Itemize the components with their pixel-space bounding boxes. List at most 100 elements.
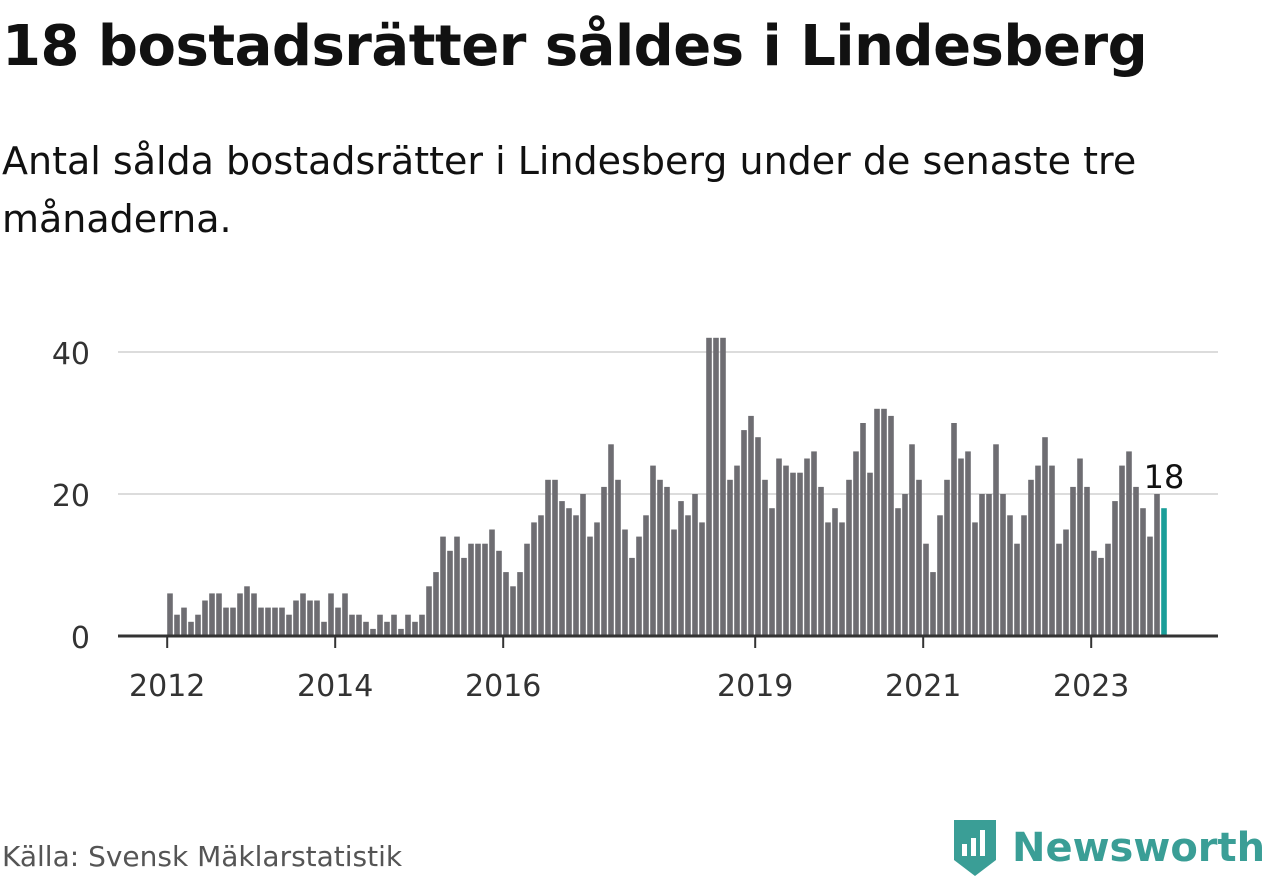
bar (692, 494, 698, 636)
bar (762, 479, 768, 636)
brand-logo: Newsworthy (950, 818, 1262, 878)
bar (384, 621, 390, 636)
bar (832, 508, 838, 636)
bar (734, 465, 740, 636)
bar (398, 628, 404, 636)
bar (1042, 437, 1048, 636)
bar (636, 536, 642, 636)
bar (972, 522, 978, 636)
bar (699, 522, 705, 636)
bar (293, 600, 299, 636)
bar (720, 337, 726, 636)
bar (860, 423, 866, 636)
bar (874, 408, 880, 636)
bar (1084, 486, 1090, 636)
y-tick-label: 40 (52, 337, 90, 372)
bar (944, 479, 950, 636)
bar (454, 536, 460, 636)
bar (503, 572, 509, 636)
bar (615, 479, 621, 636)
bar (727, 479, 733, 636)
bar (790, 472, 796, 636)
bar (1014, 543, 1020, 636)
bar (223, 607, 229, 636)
bar (510, 586, 516, 636)
bar (1077, 458, 1083, 636)
x-tick-label: 2014 (297, 669, 373, 704)
x-tick-label: 2021 (885, 669, 961, 704)
y-tick-label: 20 (52, 479, 90, 514)
bar (216, 593, 222, 636)
bar (475, 543, 481, 636)
bar (209, 593, 215, 636)
bar (587, 536, 593, 636)
bar (1154, 494, 1160, 636)
bar (811, 451, 817, 636)
bar (391, 614, 397, 636)
bar (258, 607, 264, 636)
annotations: 18 (1141, 455, 1188, 499)
bar (279, 607, 285, 636)
brand-name: Newsworthy (1012, 825, 1262, 871)
bar (951, 423, 957, 636)
bar (195, 614, 201, 636)
bar (818, 486, 824, 636)
bar (748, 415, 754, 636)
bar (335, 607, 341, 636)
bar (1091, 550, 1097, 636)
bar (580, 494, 586, 636)
bar (867, 472, 873, 636)
bar (419, 614, 425, 636)
bar (741, 430, 747, 636)
bar (706, 337, 712, 636)
bar (846, 479, 852, 636)
source-note: Källa: Svensk Mäklarstatistik (2, 840, 403, 873)
bar (538, 515, 544, 636)
bar (755, 437, 761, 636)
bar (930, 572, 936, 636)
bar (1035, 465, 1041, 636)
bar (181, 607, 187, 636)
bar (622, 529, 628, 636)
bar (531, 522, 537, 636)
bar (1028, 479, 1034, 636)
bar (251, 593, 257, 636)
x-tick-label: 2016 (465, 669, 541, 704)
bar (601, 486, 607, 636)
bar (461, 557, 467, 636)
bar (1098, 557, 1104, 636)
bar (377, 614, 383, 636)
bar (797, 472, 803, 636)
y-tick-label: 0 (71, 621, 90, 656)
bar (188, 621, 194, 636)
bar (993, 444, 999, 636)
bar (545, 479, 551, 636)
bar (1133, 486, 1139, 636)
bar (559, 501, 565, 636)
bar (776, 458, 782, 636)
bar (769, 508, 775, 636)
bar (230, 607, 236, 636)
x-tick-label: 2012 (129, 669, 205, 704)
bar (685, 515, 691, 636)
bar (440, 536, 446, 636)
x-tick-label: 2023 (1053, 669, 1129, 704)
bar (608, 444, 614, 636)
bar (433, 572, 439, 636)
bar (902, 494, 908, 636)
bar (496, 550, 502, 636)
bar (958, 458, 964, 636)
bar (629, 557, 635, 636)
bar (671, 529, 677, 636)
bar (300, 593, 306, 636)
bar (853, 451, 859, 636)
bar (1021, 515, 1027, 636)
x-axis: 2012 2014 2016 2019 2021 2023 (118, 634, 1218, 704)
bar (1105, 543, 1111, 636)
bar (881, 408, 887, 636)
bar (895, 508, 901, 636)
bar (713, 337, 719, 636)
bar (265, 607, 271, 636)
bar (447, 550, 453, 636)
bar (370, 628, 376, 636)
